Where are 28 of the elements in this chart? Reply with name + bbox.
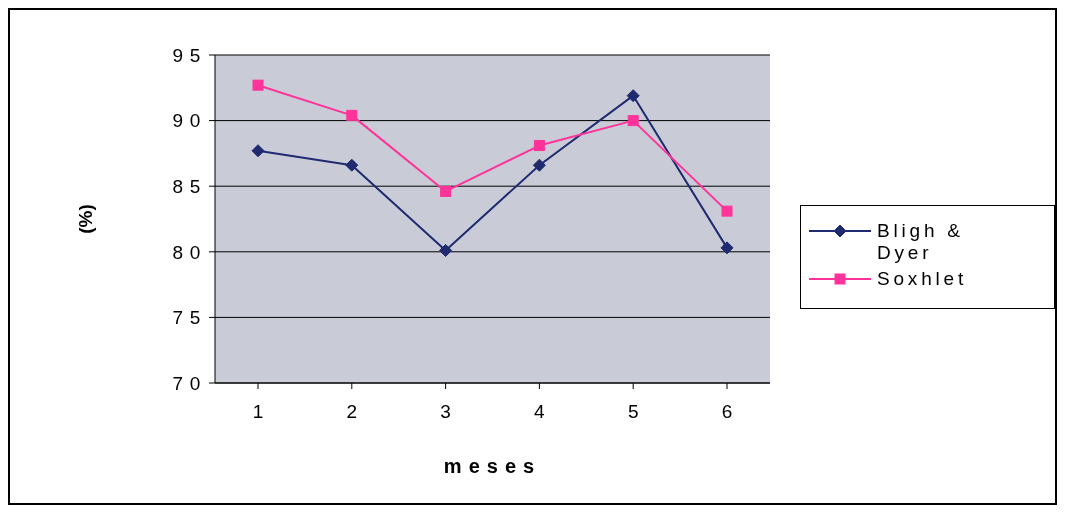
point [627, 115, 639, 127]
point [533, 140, 545, 152]
y-tick-label: 85 [172, 175, 207, 197]
y-tick-label: 70 [172, 372, 207, 394]
x-tick-label: 6 [721, 401, 733, 423]
point [439, 243, 453, 257]
y-tick-label: 75 [172, 307, 207, 329]
x-tick-label: 2 [346, 401, 358, 423]
x-tick-label: 1 [252, 401, 264, 423]
point [251, 144, 265, 158]
y-tick-label: 80 [172, 241, 207, 263]
point [626, 89, 640, 103]
point [346, 109, 358, 121]
y-axis-title: (%) [74, 204, 96, 234]
point [345, 158, 359, 172]
x-tick-label: 3 [440, 401, 451, 423]
point [440, 185, 452, 197]
point [720, 241, 734, 255]
x-tick-label: 4 [534, 401, 546, 423]
y-tick-label: 90 [172, 110, 207, 132]
y-tick-label: 95 [172, 44, 207, 66]
x-tick-label: 5 [627, 401, 639, 423]
legend-label: Soxhlet [877, 267, 968, 290]
point [252, 79, 264, 91]
point [721, 205, 733, 217]
legend-label: Bligh & Dyer [877, 219, 965, 264]
x-axis-title: meses [443, 455, 542, 477]
point [532, 158, 546, 172]
